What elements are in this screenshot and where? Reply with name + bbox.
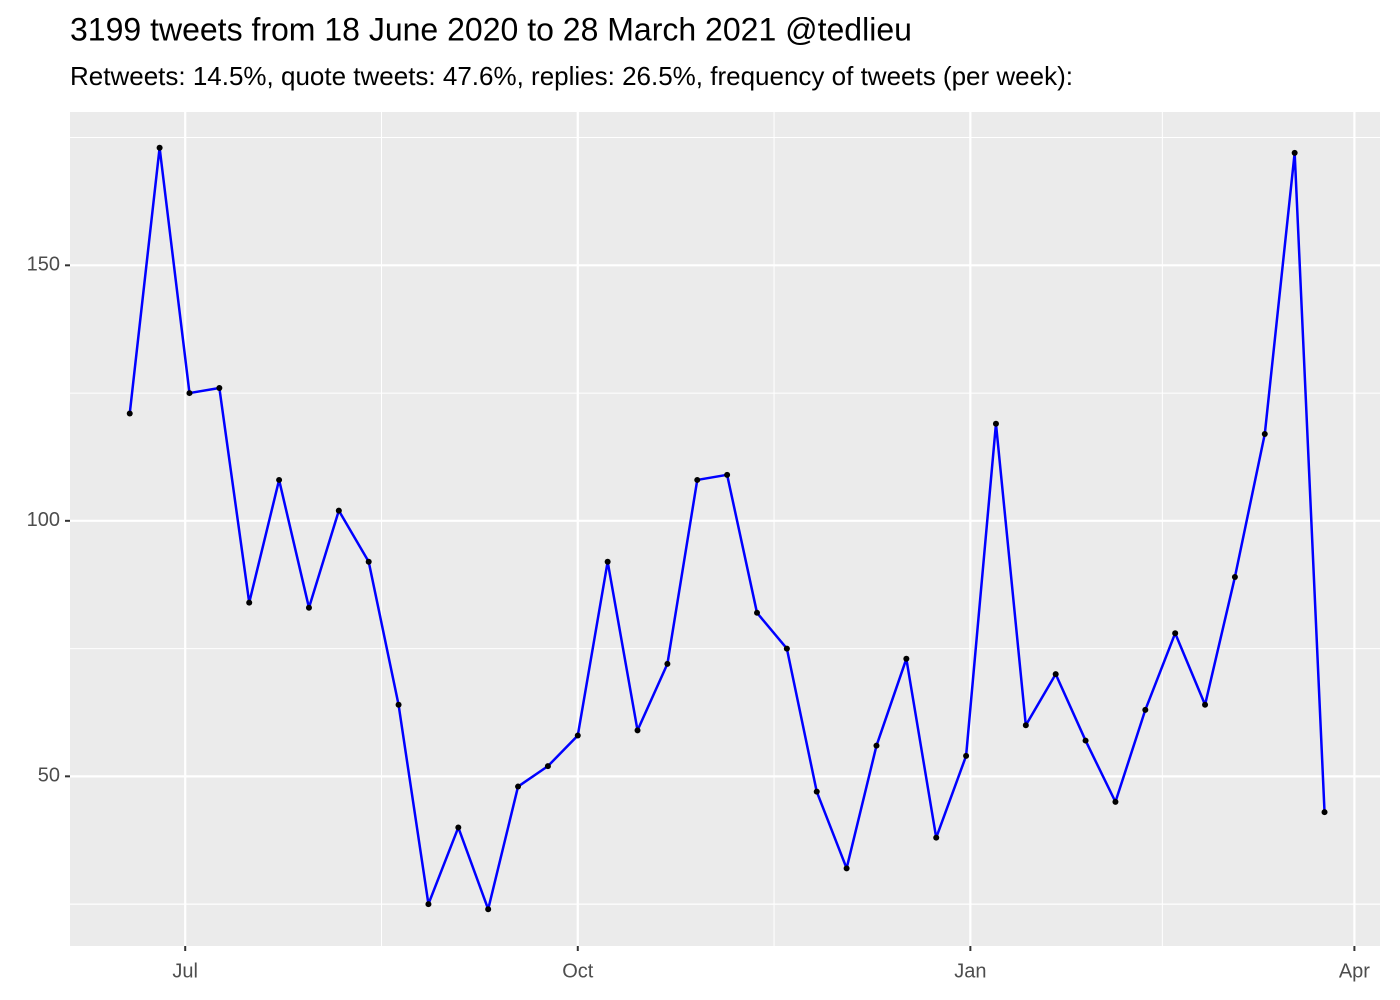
- data-point: [724, 471, 731, 478]
- data-point: [1172, 630, 1179, 637]
- data-point: [933, 834, 940, 841]
- data-point: [1261, 430, 1268, 437]
- x-tick-label: Jan: [954, 960, 986, 982]
- data-point: [1321, 809, 1328, 816]
- data-point: [1082, 737, 1089, 744]
- data-point: [515, 783, 522, 790]
- data-point: [246, 599, 253, 606]
- data-point: [992, 420, 999, 427]
- data-point: [335, 507, 342, 514]
- data-point: [873, 742, 880, 749]
- data-point: [425, 901, 432, 908]
- chart-subtitle: Retweets: 14.5%, quote tweets: 47.6%, re…: [70, 61, 1073, 91]
- data-point: [843, 865, 850, 872]
- data-point: [216, 384, 223, 391]
- data-point: [544, 763, 551, 770]
- data-point: [395, 701, 402, 708]
- x-tick-label: Apr: [1339, 960, 1370, 982]
- data-point: [1022, 722, 1029, 729]
- plot-panel: [70, 112, 1380, 946]
- data-point: [156, 144, 163, 151]
- y-tick-label: 150: [27, 254, 60, 276]
- data-point: [365, 558, 372, 565]
- data-point: [1112, 798, 1119, 805]
- data-point: [1291, 149, 1298, 156]
- data-point: [813, 788, 820, 795]
- data-point: [305, 604, 312, 611]
- data-point: [634, 727, 641, 734]
- data-point: [783, 645, 790, 652]
- data-point: [694, 476, 701, 483]
- data-point: [903, 655, 910, 662]
- data-point: [574, 732, 581, 739]
- data-point: [186, 390, 193, 397]
- data-point: [455, 824, 462, 831]
- chart-title: 3199 tweets from 18 June 2020 to 28 Marc…: [70, 11, 912, 47]
- data-point: [1142, 706, 1149, 713]
- data-point: [1231, 574, 1238, 581]
- data-point: [1202, 701, 1209, 708]
- x-tick-label: Oct: [562, 960, 594, 982]
- data-point: [664, 660, 671, 667]
- data-point: [485, 906, 492, 913]
- x-tick-label: Jul: [172, 960, 198, 982]
- y-tick-label: 50: [38, 765, 60, 787]
- data-point: [604, 558, 611, 565]
- y-tick-label: 100: [27, 509, 60, 531]
- data-point: [963, 752, 970, 759]
- data-point: [126, 410, 133, 417]
- data-point: [1052, 671, 1059, 678]
- data-point: [754, 609, 761, 616]
- data-point: [276, 476, 283, 483]
